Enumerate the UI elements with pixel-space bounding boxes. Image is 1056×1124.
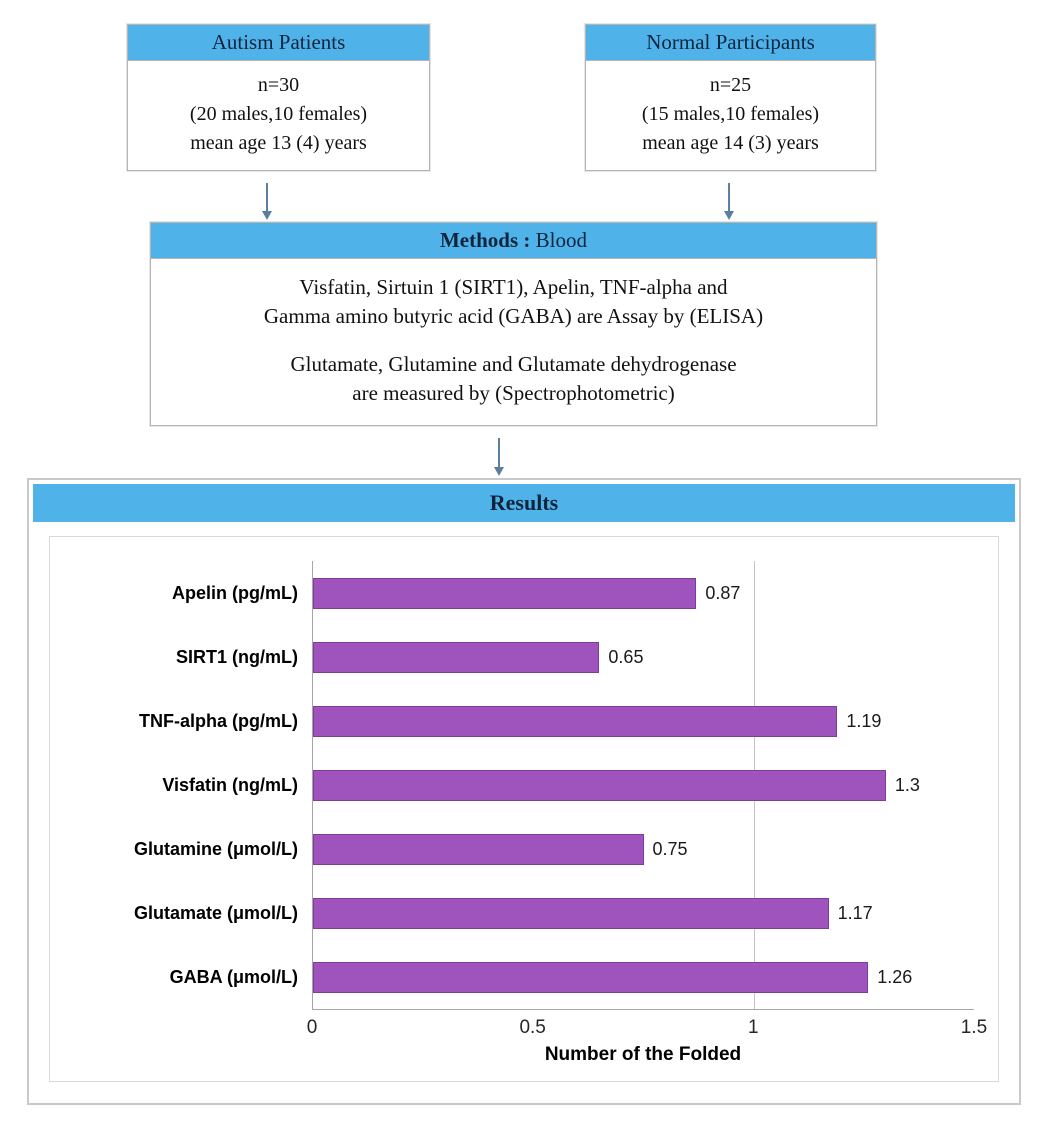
bar-row: 0.65: [313, 625, 974, 689]
category-label: Apelin (pg/mL): [172, 582, 298, 603]
autism-mean-age: mean age 13 (4) years: [190, 132, 367, 154]
bar: [313, 833, 644, 865]
x-axis-ticks: 0 0.5 1 1.5: [307, 1010, 988, 1042]
x-axis-tick: 0.5: [519, 1017, 546, 1038]
arrow-autism-to-methods: [262, 183, 272, 220]
x-axis-tick: 1: [748, 1017, 759, 1038]
autism-patients-header: Autism Patients: [128, 25, 429, 61]
normal-sample-size: n=25: [709, 74, 752, 96]
category-label: SIRT1 (ng/mL): [176, 646, 298, 667]
arrow-normal-to-methods: [724, 183, 734, 220]
autism-patients-box: Autism Patients n=30 (20 males,10 female…: [127, 24, 430, 171]
bar-value-label: 0.75: [652, 838, 688, 859]
category-label: Glutamate (μmol/L): [133, 902, 298, 923]
bar-row: 1.3: [313, 753, 974, 817]
chart-grid: Apelin (pg/mL) SIRT1 (ng/mL) TNF-alpha (pg…: [64, 561, 990, 1010]
normal-sex-split: (15 males,10 females): [641, 103, 820, 125]
autism-sex-split: (20 males,10 females): [189, 103, 368, 125]
normal-participants-details: n=25 (15 males,10 females) mean age 14 (…: [586, 61, 875, 170]
normal-participants-header: Normal Participants: [586, 25, 875, 61]
category-label: Glutamine (μmol/L): [133, 838, 298, 859]
autism-patients-details: n=30 (20 males,10 females) mean age 13 (…: [128, 61, 429, 170]
bar: [313, 705, 838, 737]
methods-spectro-line-1: Glutamate, Glutamine and Glutamate dehyd…: [290, 351, 737, 376]
bar-chart: Apelin (pg/mL) SIRT1 (ng/mL) TNF-alpha (pg…: [49, 536, 999, 1082]
bar: [313, 769, 886, 801]
results-section: Results Apelin (pg/mL) SIRT1 (ng/mL) TNF-a…: [27, 478, 1021, 1105]
bar-value-label: 1.26: [877, 966, 913, 987]
chart-category-labels: Apelin (pg/mL) SIRT1 (ng/mL) TNF-alpha (pg…: [64, 561, 312, 1010]
bar-row: 1.17: [313, 881, 974, 945]
bar-value-label: 1.3: [894, 774, 920, 795]
normal-mean-age: mean age 14 (3) years: [642, 132, 819, 154]
category-label: TNF-alpha (pg/mL): [139, 710, 298, 731]
methods-assay-line-2: Gamma amino butyric acid (GABA) are Assa…: [263, 304, 764, 329]
methods-box: Methods : Blood Visfatin, Sirtuin 1 (SIR…: [150, 222, 877, 426]
category-label: Visfatin (ng/mL): [162, 774, 298, 795]
methods-details: Visfatin, Sirtuin 1 (SIRT1), Apelin, TNF…: [151, 259, 876, 425]
methods-title-rest: Blood: [530, 228, 587, 252]
methods-title-bold: Methods :: [439, 228, 531, 252]
bar: [313, 641, 600, 673]
category-label: GABA (μmol/L): [169, 966, 298, 987]
results-header: Results: [33, 484, 1015, 522]
bar: [313, 897, 829, 929]
bar-value-label: 1.17: [837, 902, 873, 923]
bar-row: 0.87: [313, 561, 974, 625]
bar: [313, 577, 697, 609]
bar-value-label: 1.19: [846, 710, 882, 731]
methods-header: Methods : Blood: [151, 223, 876, 259]
bar-row: 1.26: [313, 945, 974, 1009]
bar: [313, 961, 869, 993]
bar-value-label: 0.65: [608, 646, 644, 667]
bar-value-label: 0.87: [705, 582, 741, 603]
bar-row: 0.75: [313, 817, 974, 881]
chart-plot-area: 0.87 0.65 1.19 1.3 0.75 1.17 1.26: [312, 561, 974, 1010]
autism-sample-size: n=30: [257, 74, 300, 96]
arrow-methods-to-results: [494, 438, 504, 476]
x-axis-title: Number of the Folded: [544, 1044, 742, 1065]
methods-assay-line-1: Visfatin, Sirtuin 1 (SIRT1), Apelin, TNF…: [299, 275, 728, 299]
normal-participants-box: Normal Participants n=25 (15 males,10 fe…: [585, 24, 876, 171]
x-axis-tick: 1.5: [960, 1017, 988, 1038]
bar-row: 1.19: [313, 689, 974, 753]
methods-spectro-line-2: are measured by (Spectrophotometric): [352, 381, 675, 406]
x-axis-tick: 0: [306, 1017, 318, 1038]
